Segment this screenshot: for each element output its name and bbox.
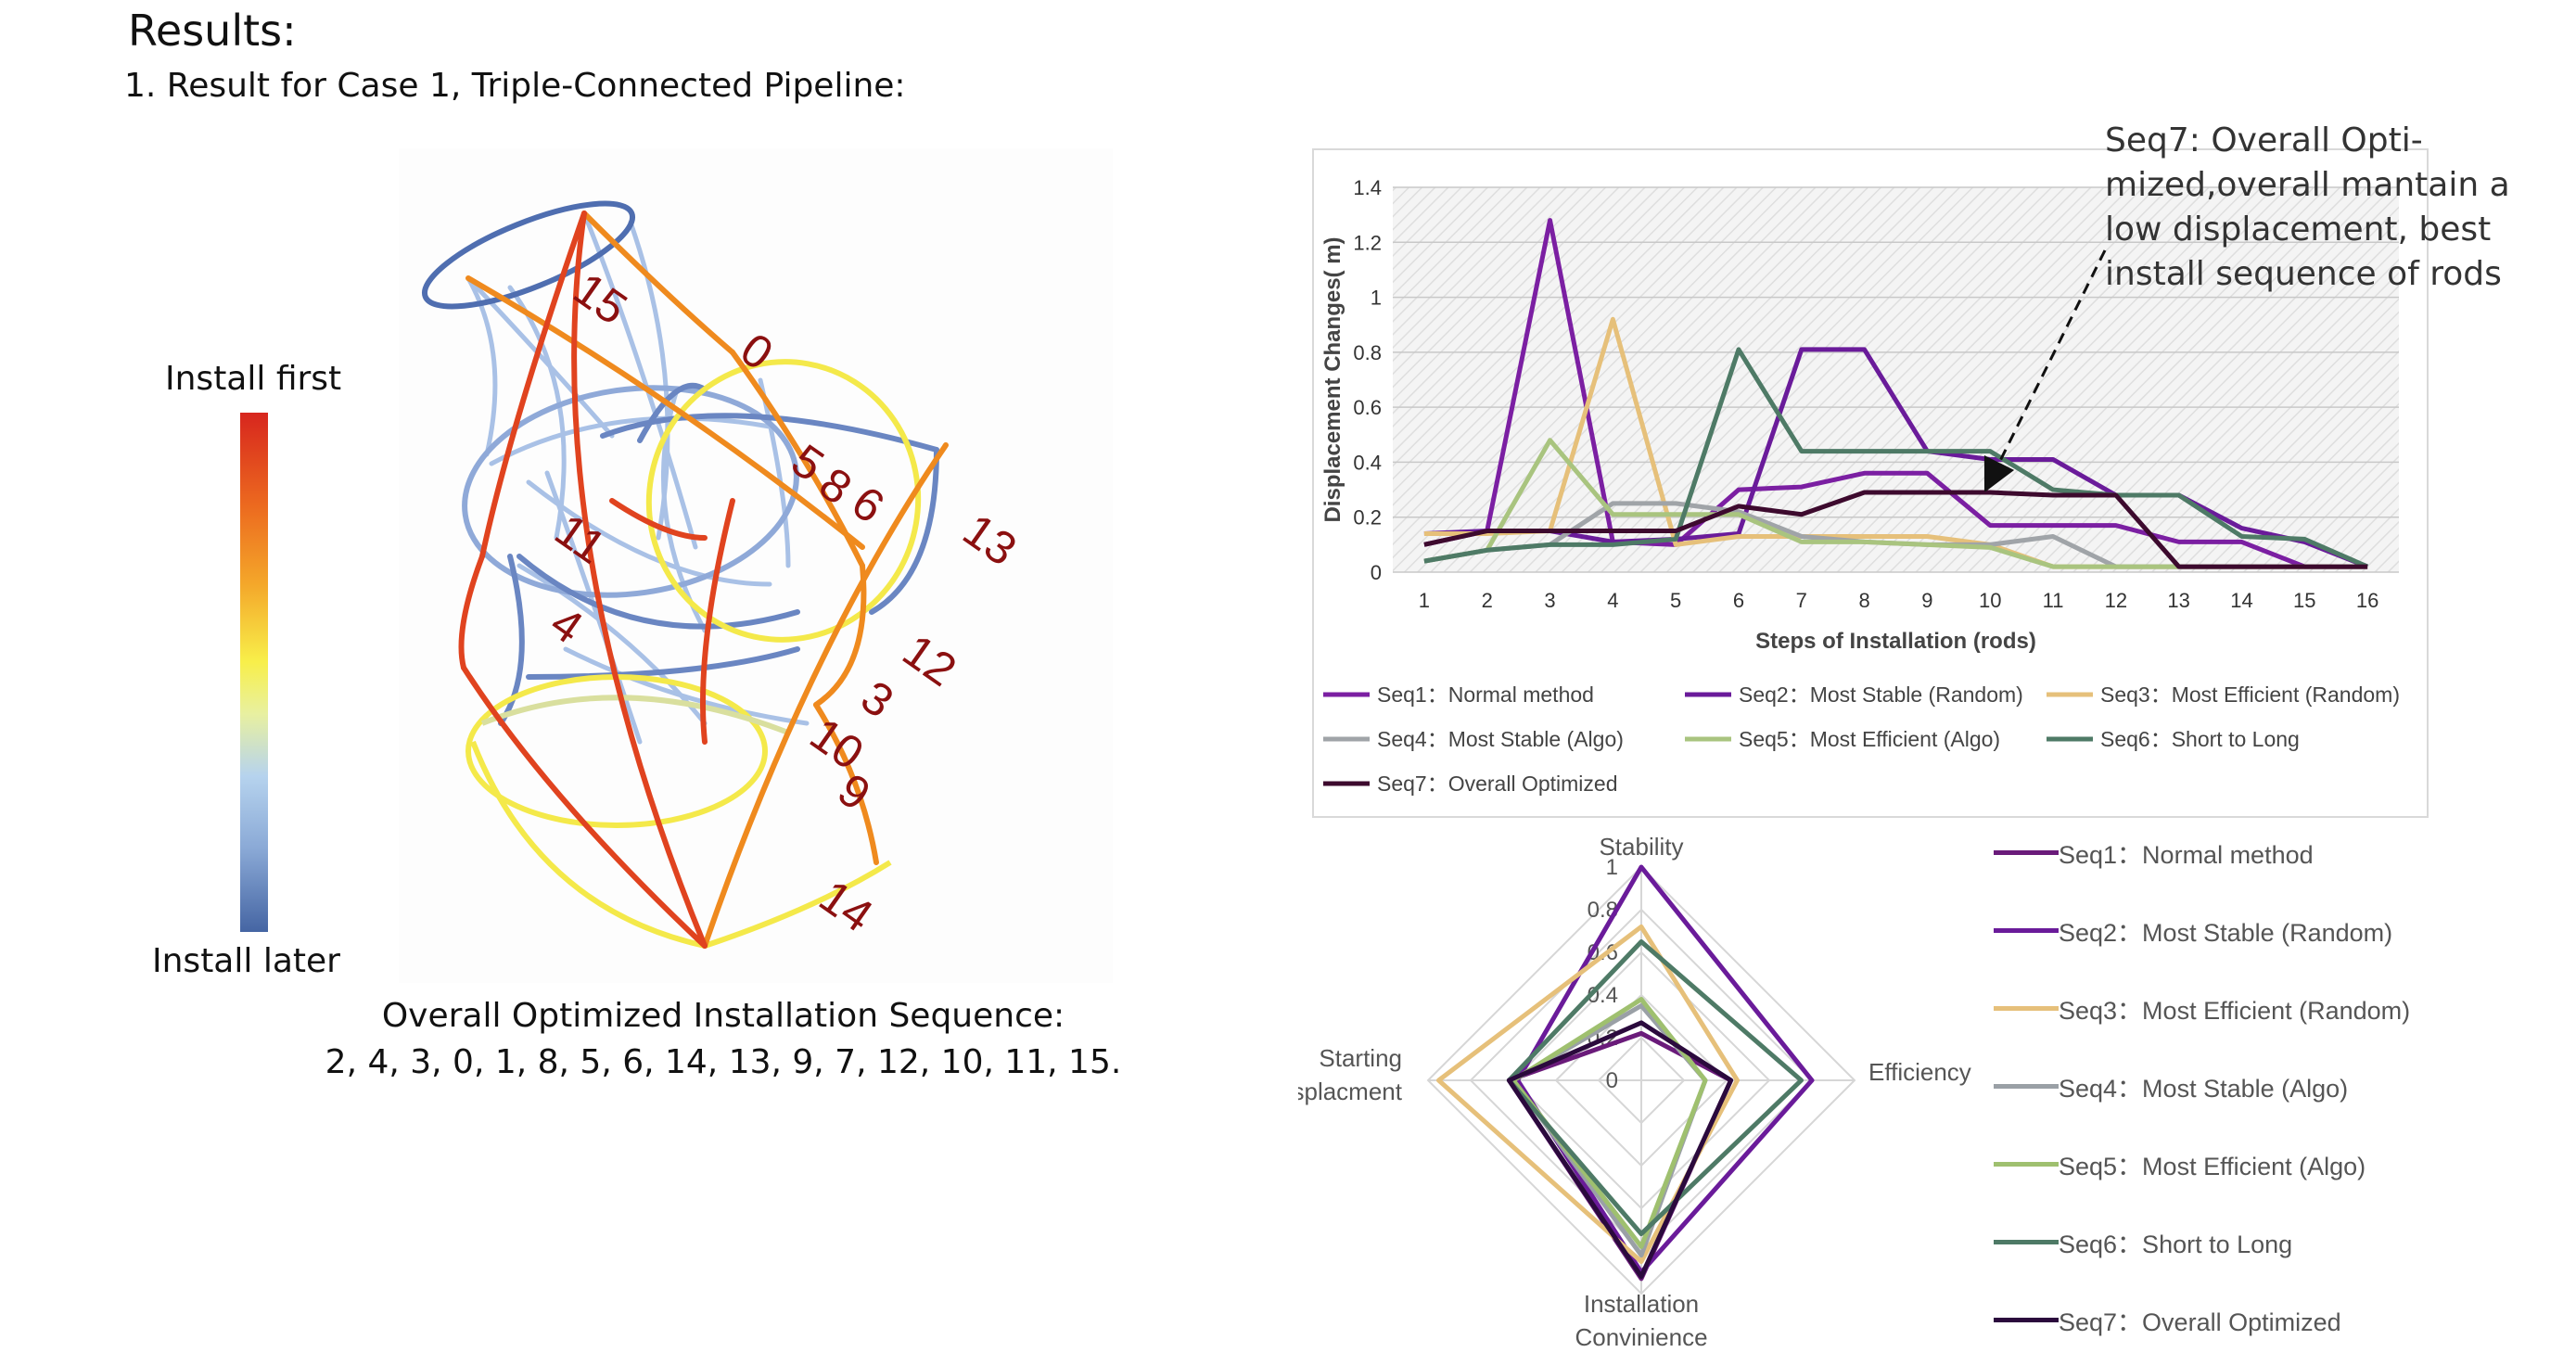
displacement-chart-panel: 0 0.2 0.4 0.6 0.8 1 1.2 1.4 1 2 3 4 5 6 7 8 9 10 11 12 13 14 1…	[1312, 148, 2429, 818]
legend-label: Seq7：Overall Optimized	[1377, 772, 1618, 796]
radar-axis-label: Installation Convinience	[1575, 1290, 1707, 1351]
series-line	[1423, 490, 2368, 569]
x-tick-label: 9	[1921, 589, 1932, 612]
radar-legend-swatch	[1994, 928, 2059, 933]
radar-legend-item: Seq1：Normal method	[1994, 835, 2314, 871]
legend-label: Seq5：Most Efficient (Algo)	[1739, 727, 2000, 751]
radar-axis-label: StartingDisplacment	[1298, 1044, 1403, 1105]
x-tick-label: 10	[1979, 589, 2001, 612]
radar-legend-label: Seq1：Normal method	[2059, 841, 2314, 869]
radar-legend-label: Seq5：Most Efficient (Algo)	[2059, 1153, 2366, 1180]
radar-legend-label: Seq4：Most Stable (Algo)	[2059, 1075, 2349, 1103]
x-tick-label: 1	[1419, 589, 1430, 612]
radar-legend: Seq1：Normal method Seq2：Most Stable (Rand…	[1994, 835, 2569, 1354]
x-tick-label: 14	[2230, 589, 2252, 612]
pipeline-sketch: 15 0 5 8 6 13 11 4 12 3 10 9 14	[399, 148, 1113, 983]
y-tick-label: 0.6	[1353, 396, 1382, 419]
x-tick-label: 4	[1607, 589, 1618, 612]
legend-label: Seq1：Normal method	[1377, 682, 1594, 707]
annotation-arrow	[1983, 249, 2107, 491]
radar-series	[1511, 997, 1708, 1249]
displacement-line-chart: 00.20.40.60.811.21.41 2 3 4 5 6 7 8 9 10 11 12 13 14 1…	[1320, 176, 2400, 796]
x-tick-label: 5	[1670, 589, 1681, 612]
radar-chart: 00.20.40.60.81StabilityEfficiencyInstall…	[1298, 835, 1971, 1351]
radar-series	[1506, 1020, 1734, 1280]
radar-axis-label: Stability	[1599, 835, 1683, 861]
y-tick-label: 1	[1371, 287, 1382, 310]
plot-area	[1393, 187, 2399, 572]
radar-legend-swatch	[1994, 1318, 2059, 1322]
x-tick-label: 8	[1858, 589, 1869, 612]
results-heading: Results:	[128, 6, 297, 56]
radar-legend-label: Seq3：Most Efficient (Random)	[2059, 997, 2411, 1025]
y-tick-label: 0.4	[1353, 451, 1382, 474]
x-tick-label: 16	[2356, 589, 2378, 612]
radar-legend-item: Seq3：Most Efficient (Random)	[1994, 990, 2410, 1027]
radar-legend-swatch	[1994, 1006, 2059, 1011]
x-tick-label: 13	[2167, 589, 2189, 612]
radar-tick-label: 0	[1606, 1068, 1618, 1093]
legend-label: Seq2：Most Stable (Random)	[1739, 682, 2023, 707]
annotation-line: mized,overall mantain a	[2105, 166, 2510, 204]
radar-legend-item: Seq7：Overall Optimized	[1994, 1302, 2341, 1338]
annotation-line: Seq7: Overall Opti-	[2105, 121, 2423, 159]
radar-legend-item: Seq5：Most Efficient (Algo)	[1994, 1146, 2366, 1182]
colorbar-bottom-label: Install later	[152, 942, 340, 980]
annotation-line: low displacement, best	[2105, 210, 2492, 249]
y-tick-label: 0	[1371, 561, 1382, 584]
y-tick-label: 0.8	[1353, 341, 1382, 364]
series-line	[1423, 218, 2368, 569]
radar-legend-swatch	[1994, 1162, 2059, 1167]
x-tick-label: 6	[1733, 589, 1744, 612]
colorbar-top-label: Install first	[165, 360, 342, 398]
case-heading: 1. Result for Case 1, Triple-Connected P…	[124, 67, 906, 105]
radar-legend-item: Seq2：Most Stable (Random)	[1994, 912, 2392, 949]
radar-legend-swatch	[1994, 850, 2059, 855]
radar-axis-label: Efficiency	[1868, 1058, 1971, 1086]
radar-legend-label: Seq7：Overall Optimized	[2059, 1308, 2341, 1336]
y-tick-label: 1.4	[1353, 176, 1382, 199]
radar-tick-label: 1	[1606, 855, 1618, 880]
sequence-title: Overall Optimized Installation Sequence:	[381, 997, 1065, 1035]
radar-series	[1436, 924, 1740, 1264]
y-axis-title: Displacement Changes( m)	[1320, 236, 1345, 522]
radar-legend-swatch	[1994, 1240, 2059, 1244]
legend-label: Seq3：Most Efficient (Random)	[2100, 682, 2400, 707]
x-tick-label: 3	[1544, 589, 1555, 612]
series-line	[1423, 347, 2369, 569]
series-line	[1423, 347, 2369, 569]
radar-legend-item: Seq4：Most Stable (Algo)	[1994, 1068, 2348, 1104]
annotation-line: install sequence of rods	[2105, 255, 2502, 293]
radar-series	[1506, 939, 1804, 1237]
radar-legend-swatch	[1994, 1084, 2059, 1089]
x-axis-title: Steps of Installation (rods)	[1755, 629, 2036, 654]
y-tick-label: 0.2	[1353, 506, 1382, 529]
x-tick-label: 11	[2043, 589, 2064, 612]
legend-label: Seq6：Short to Long	[2100, 727, 2300, 751]
x-tick-label: 7	[1796, 589, 1807, 612]
radar-legend-label: Seq6：Short to Long	[2059, 1231, 2293, 1258]
x-tick-label: 2	[1482, 589, 1493, 612]
radar-legend-item: Seq6：Short to Long	[1994, 1224, 2292, 1260]
radar-legend-label: Seq2：Most Stable (Random)	[2059, 919, 2393, 947]
seq7-annotation: Seq7: Overall Opti- mized,overall mantai…	[2105, 119, 2550, 297]
colorbar	[240, 413, 268, 932]
x-tick-label: 15	[2293, 589, 2315, 612]
x-tick-label: 12	[2105, 589, 2127, 612]
y-tick-label: 1.2	[1353, 231, 1382, 254]
sequence-order: 2, 4, 3, 0, 1, 8, 5, 6, 14, 13, 9, 7, 12…	[325, 1043, 1122, 1081]
legend-label: Seq4：Most Stable (Algo)	[1377, 727, 1624, 751]
